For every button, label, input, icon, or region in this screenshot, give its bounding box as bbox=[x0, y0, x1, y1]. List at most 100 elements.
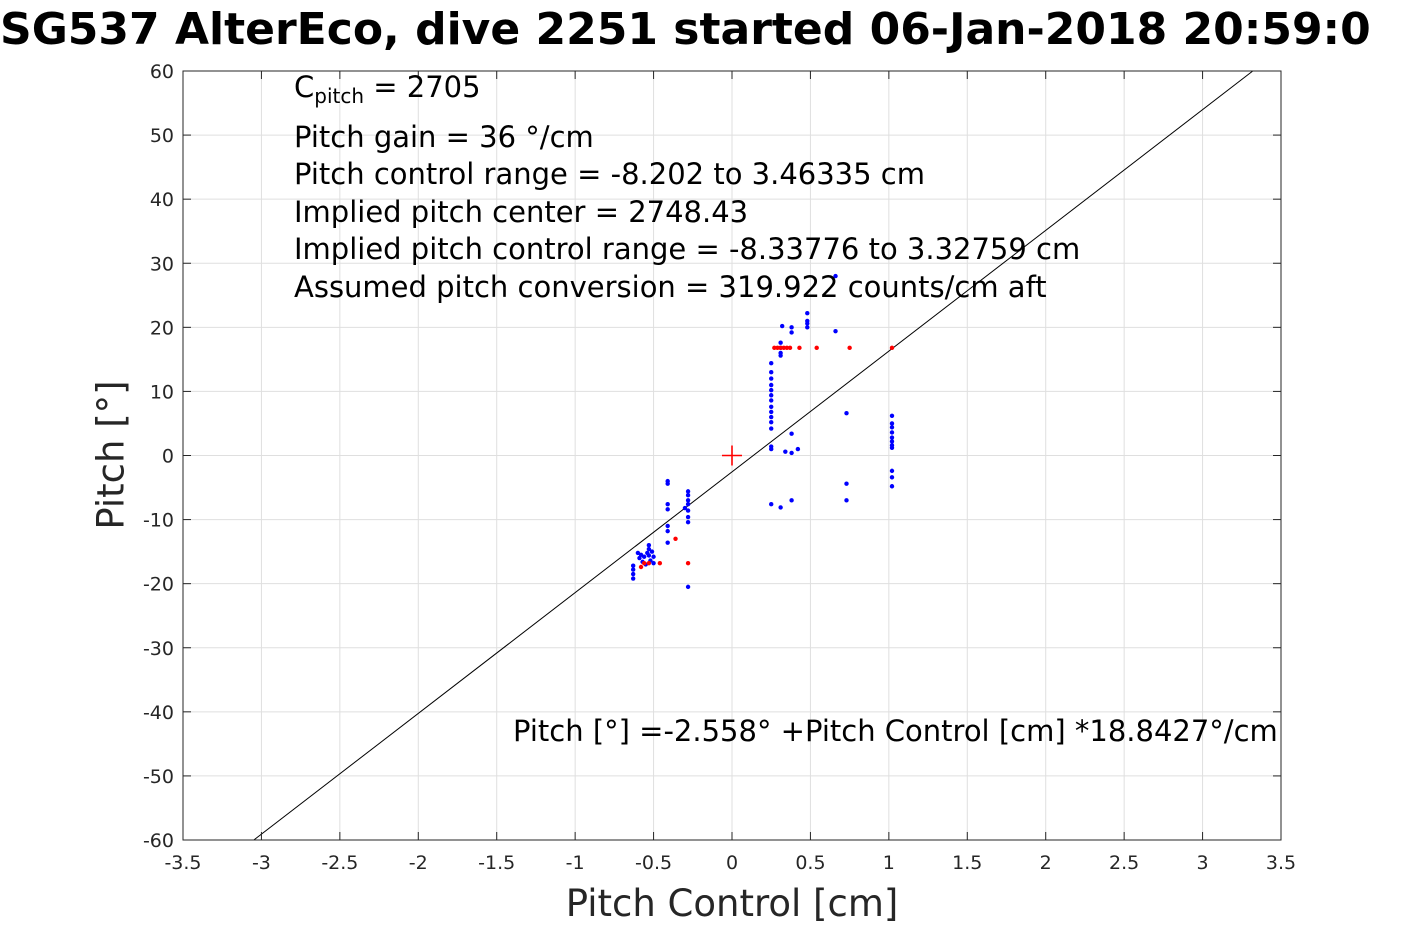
x-tick-label: -0.5 bbox=[635, 852, 672, 874]
data-point-blue bbox=[778, 353, 783, 358]
data-point-blue bbox=[889, 484, 895, 489]
data-point-blue bbox=[646, 543, 652, 548]
data-point-blue bbox=[665, 502, 670, 507]
data-point-blue bbox=[889, 445, 895, 451]
data-point-blue bbox=[889, 468, 895, 474]
data-point-red bbox=[657, 560, 663, 566]
data-point-red bbox=[775, 345, 780, 351]
implied-range-annotation: Implied pitch control range = -8.33776 t… bbox=[294, 232, 1081, 266]
y-tick-label: 50 bbox=[150, 125, 174, 147]
data-point-blue bbox=[685, 584, 691, 590]
y-tick-labels: -60 -50 -40 -30 -20 -10 0 10 20 30 40 50 60 bbox=[143, 61, 174, 852]
data-point-red bbox=[673, 536, 678, 542]
data-point-blue bbox=[769, 502, 774, 507]
y-tick-label: 10 bbox=[150, 381, 174, 403]
data-point-red bbox=[641, 560, 647, 566]
data-point-blue bbox=[682, 505, 688, 511]
data-point-blue bbox=[685, 514, 691, 520]
data-point-blue bbox=[889, 430, 895, 435]
data-point-blue bbox=[889, 435, 895, 440]
data-point-red bbox=[784, 345, 790, 351]
x-tick-label: 1.5 bbox=[952, 852, 982, 874]
data-point-blue bbox=[630, 571, 636, 577]
x-tick-label: -1.5 bbox=[478, 852, 515, 874]
implied-center-annotation: Implied pitch center = 2748.43 bbox=[294, 195, 749, 229]
x-tick-label: 2 bbox=[1040, 852, 1052, 874]
data-point-blue bbox=[769, 393, 774, 398]
data-point-blue bbox=[789, 498, 794, 503]
data-point-blue bbox=[630, 567, 636, 572]
c-pitch-subscript: pitch bbox=[314, 84, 365, 108]
data-point-blue bbox=[769, 398, 774, 403]
c-pitch-symbol: C bbox=[294, 70, 315, 104]
data-point-blue bbox=[769, 387, 774, 393]
data-point-blue bbox=[844, 411, 849, 416]
data-point-blue bbox=[889, 413, 895, 418]
data-point-blue bbox=[769, 414, 774, 420]
data-point-blue bbox=[665, 481, 670, 486]
data-point-red bbox=[646, 560, 652, 566]
data-point-blue bbox=[805, 325, 810, 330]
data-point-blue bbox=[646, 553, 652, 558]
data-point-blue bbox=[769, 404, 774, 409]
data-point-blue bbox=[769, 376, 774, 381]
x-tick-label: -3.5 bbox=[164, 852, 201, 874]
data-point-blue bbox=[769, 409, 774, 415]
y-tick-label: -20 bbox=[143, 574, 174, 596]
data-point-blue bbox=[665, 540, 670, 545]
data-point-blue bbox=[685, 493, 691, 498]
x-axis-label: Pitch Control [cm] bbox=[565, 882, 899, 925]
data-point-blue bbox=[641, 554, 647, 559]
data-point-blue bbox=[795, 446, 801, 452]
y-tick-label: -30 bbox=[143, 638, 174, 660]
x-tick-label: -3 bbox=[252, 852, 271, 874]
c-pitch-annotation: Cpitch = 2705 bbox=[294, 70, 481, 108]
data-point-blue bbox=[769, 382, 774, 388]
data-point-blue bbox=[685, 502, 691, 507]
data-point-blue bbox=[665, 507, 670, 512]
data-point-blue bbox=[844, 481, 849, 486]
y-tick-label: 20 bbox=[150, 317, 174, 339]
data-point-blue bbox=[778, 340, 783, 345]
data-point-blue bbox=[789, 330, 794, 335]
y-tick-label: 40 bbox=[150, 189, 174, 211]
data-point-red bbox=[638, 564, 644, 570]
center-marker-group bbox=[722, 445, 742, 466]
x-tick-label: -1 bbox=[566, 852, 585, 874]
data-point-red bbox=[847, 345, 852, 351]
x-tick-label: 0.5 bbox=[795, 852, 825, 874]
y-tick-label: -40 bbox=[143, 702, 174, 724]
data-point-blue bbox=[630, 576, 636, 581]
data-point-blue bbox=[665, 523, 670, 529]
data-point-blue bbox=[685, 519, 691, 525]
data-point-blue bbox=[649, 549, 655, 554]
pitch-control-range-annotation: Pitch control range = -8.202 to 3.46335 … bbox=[294, 157, 925, 191]
x-tick-label: -2.5 bbox=[321, 852, 358, 874]
y-tick-label: 30 bbox=[150, 253, 174, 275]
data-point-blue bbox=[769, 361, 774, 366]
data-point-blue bbox=[665, 528, 670, 534]
y-tick-label: 0 bbox=[162, 446, 174, 468]
c-pitch-value: = 2705 bbox=[364, 70, 481, 104]
x-tick-label: -2 bbox=[409, 852, 428, 874]
fit-line bbox=[253, 70, 1254, 841]
data-point-blue bbox=[630, 563, 636, 568]
x-tick-label: 3.5 bbox=[1266, 852, 1296, 874]
data-point-blue bbox=[833, 328, 838, 334]
data-point-blue bbox=[889, 439, 895, 444]
data-point-blue bbox=[789, 431, 794, 436]
data-point-red bbox=[778, 345, 783, 351]
data-point-blue bbox=[769, 369, 774, 375]
data-point-blue bbox=[769, 446, 774, 452]
x-tick-label: 3 bbox=[1197, 852, 1209, 874]
data-point-blue bbox=[789, 450, 794, 456]
data-point-blue bbox=[651, 560, 656, 566]
y-tick-label: -60 bbox=[143, 830, 174, 852]
data-point-blue bbox=[889, 425, 895, 430]
data-point-blue bbox=[685, 498, 691, 503]
data-point-blue bbox=[646, 546, 652, 552]
x-tick-labels: -3.5 -3 -2.5 -2 -1.5 -1 -0.5 0 0.5 1 1.5 2 2.5 3 3.5 bbox=[164, 852, 1296, 874]
data-point-blue bbox=[685, 489, 691, 494]
data-point-blue bbox=[805, 311, 810, 316]
